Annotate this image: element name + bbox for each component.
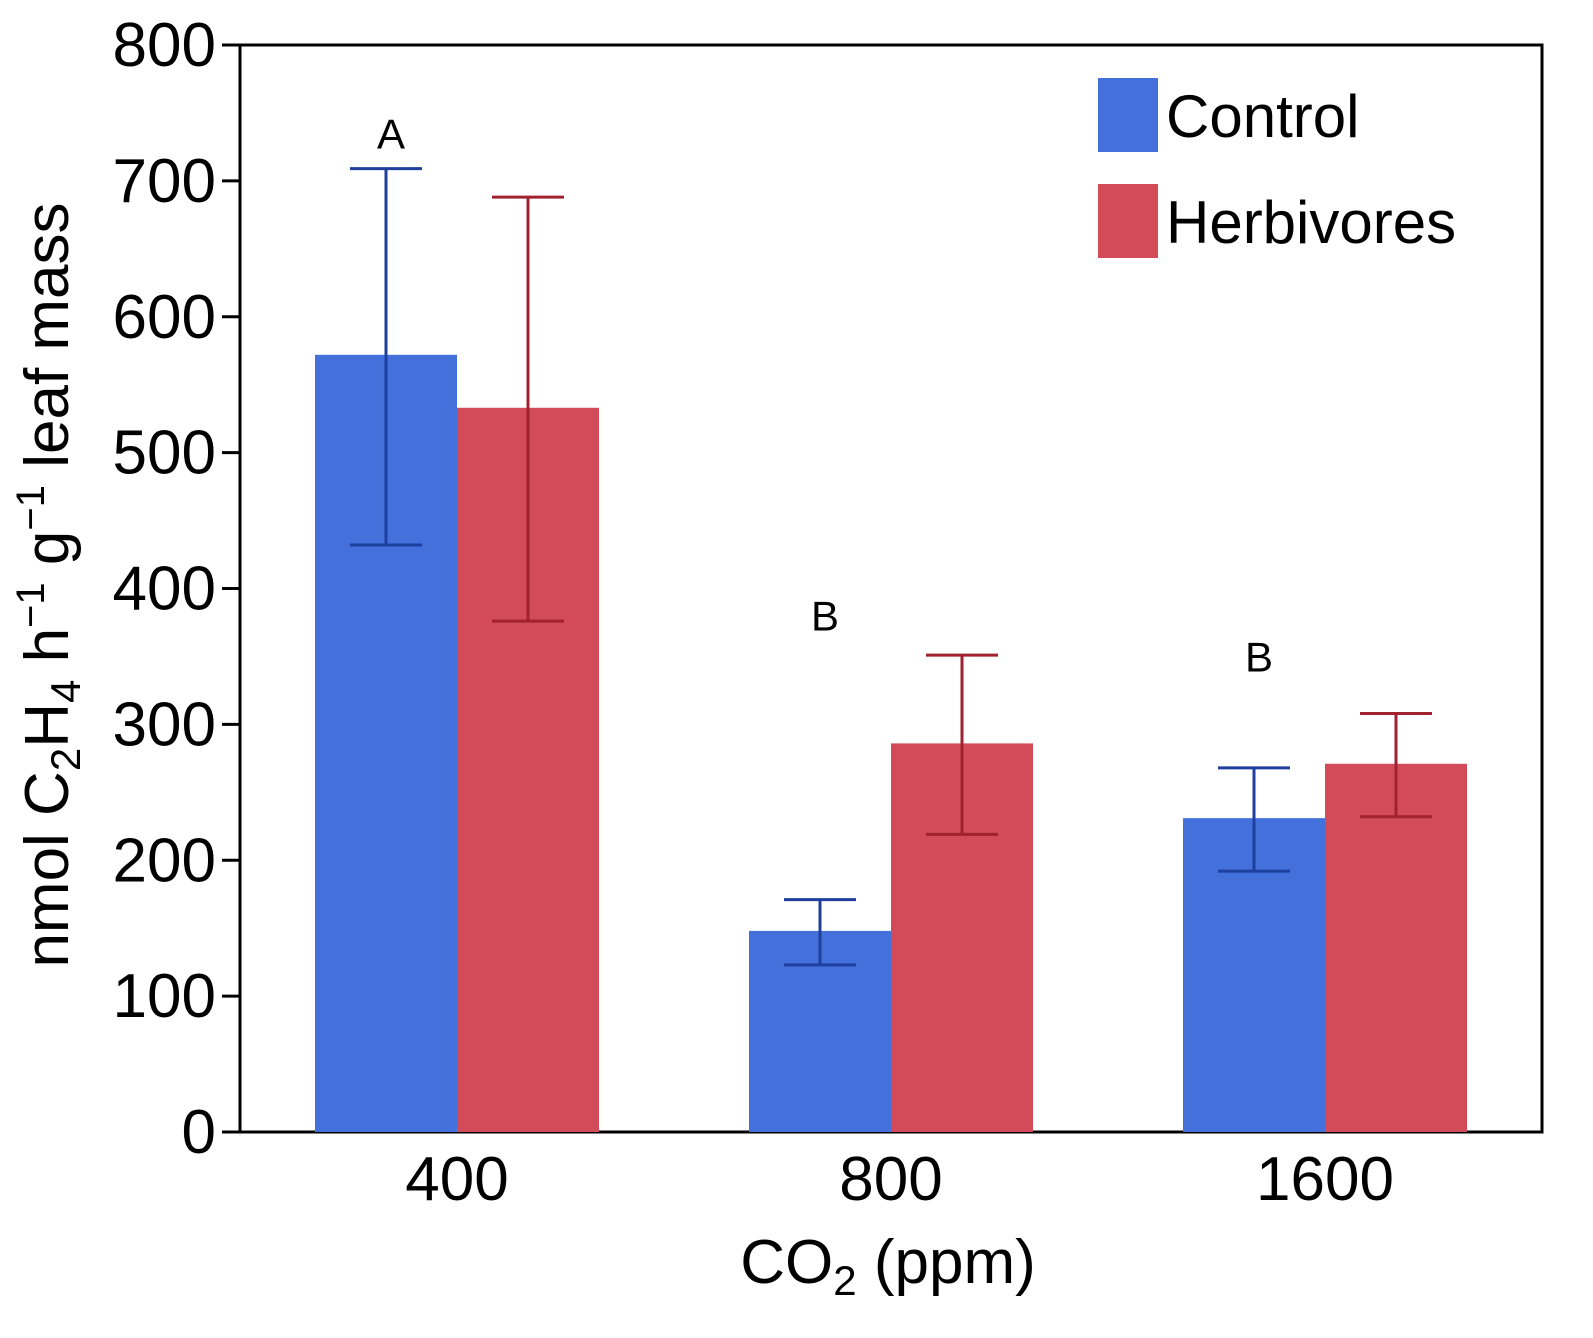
error-bar-herbivores-800 <box>926 653 998 836</box>
y-axis-title: nmol C2H4 h−1 g−1 leaf mass <box>9 202 89 967</box>
legend-label-control: Control <box>1166 83 1359 150</box>
error-bar-control-400 <box>350 167 422 547</box>
y-tick-label-300: 300 <box>113 690 216 759</box>
error-bar-control-1600 <box>1218 766 1290 873</box>
y-tick-label-700: 700 <box>113 147 216 216</box>
legend-swatch-control <box>1098 78 1158 152</box>
legend-label-herbivores: Herbivores <box>1166 189 1456 256</box>
y-axis: 0 100 200 300 400 500 600 700 800 <box>113 11 240 1167</box>
error-bar-herbivores-1600 <box>1360 712 1432 819</box>
y-tick-label-0: 0 <box>182 1098 216 1167</box>
legend: Control Herbivores <box>1098 78 1456 258</box>
y-tick-label-500: 500 <box>113 419 216 488</box>
bar-series <box>315 354 1467 1132</box>
significance-letter-1600: B <box>1245 633 1273 680</box>
y-tick-label-200: 200 <box>113 826 216 895</box>
significance-letter-400: A <box>377 110 405 157</box>
error-bars <box>350 167 1432 967</box>
y-tick-label-600: 600 <box>113 283 216 352</box>
y-tick-label-400: 400 <box>113 555 216 624</box>
legend-swatch-herbivores <box>1098 184 1158 258</box>
x-tick-label-800: 800 <box>839 1145 942 1214</box>
y-tick-label-800: 800 <box>113 11 216 80</box>
x-tick-label-400: 400 <box>405 1145 508 1214</box>
y-tick-label-100: 100 <box>113 962 216 1031</box>
x-tick-label-1600: 1600 <box>1256 1145 1394 1214</box>
bar-herbivores-1600 <box>1325 763 1467 1132</box>
error-bar-control-800 <box>784 898 856 967</box>
x-axis-title: CO2 (ppm) <box>740 1228 1036 1304</box>
error-bar-herbivores-400 <box>492 195 564 623</box>
significance-letter-800: B <box>811 593 839 640</box>
x-tick-labels: 400 800 1600 <box>405 1145 1394 1214</box>
significance-letters: A B B <box>377 110 1273 680</box>
